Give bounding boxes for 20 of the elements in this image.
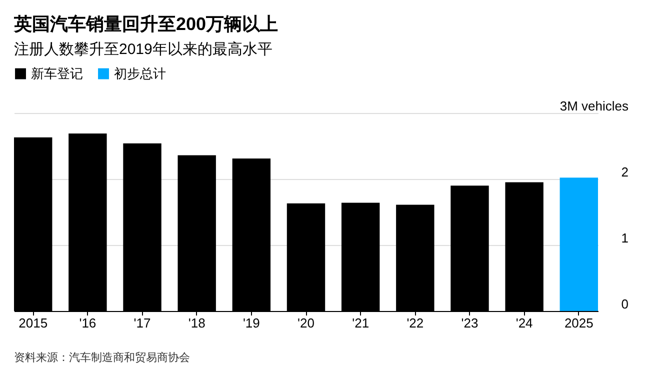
y-tick-label: 1 (621, 230, 628, 246)
x-tick-label: '24 (516, 316, 533, 330)
x-tick-label: '19 (242, 316, 260, 330)
text: 资料来源：汽车制造商和贸易商协会 (14, 350, 190, 365)
y-tick-label: 0 (621, 296, 628, 312)
x-tick-label: '16 (79, 316, 96, 330)
y-tick-label: 3M vehicles (560, 98, 629, 114)
legend-label: 初步总计 (114, 66, 166, 81)
x-tick-label: 2025 (564, 316, 594, 330)
x-tick-label: '23 (461, 316, 478, 330)
chart-title: 英国汽车销量回升至200万辆以上 (13, 14, 278, 34)
legend-label: 新车登记 (31, 66, 83, 81)
x-tick-label: 2015 (18, 316, 48, 330)
y-tick-label: 2 (621, 164, 628, 180)
x-tick-label: '17 (134, 316, 151, 330)
x-tick-label: '20 (298, 316, 314, 330)
chart-subtitle: 注册人数攀升至2019年以来的最高水平 (14, 41, 272, 58)
x-tick-label: '21 (352, 316, 370, 330)
x-tick-label: '18 (188, 316, 206, 330)
x-tick-label: '22 (406, 316, 424, 330)
